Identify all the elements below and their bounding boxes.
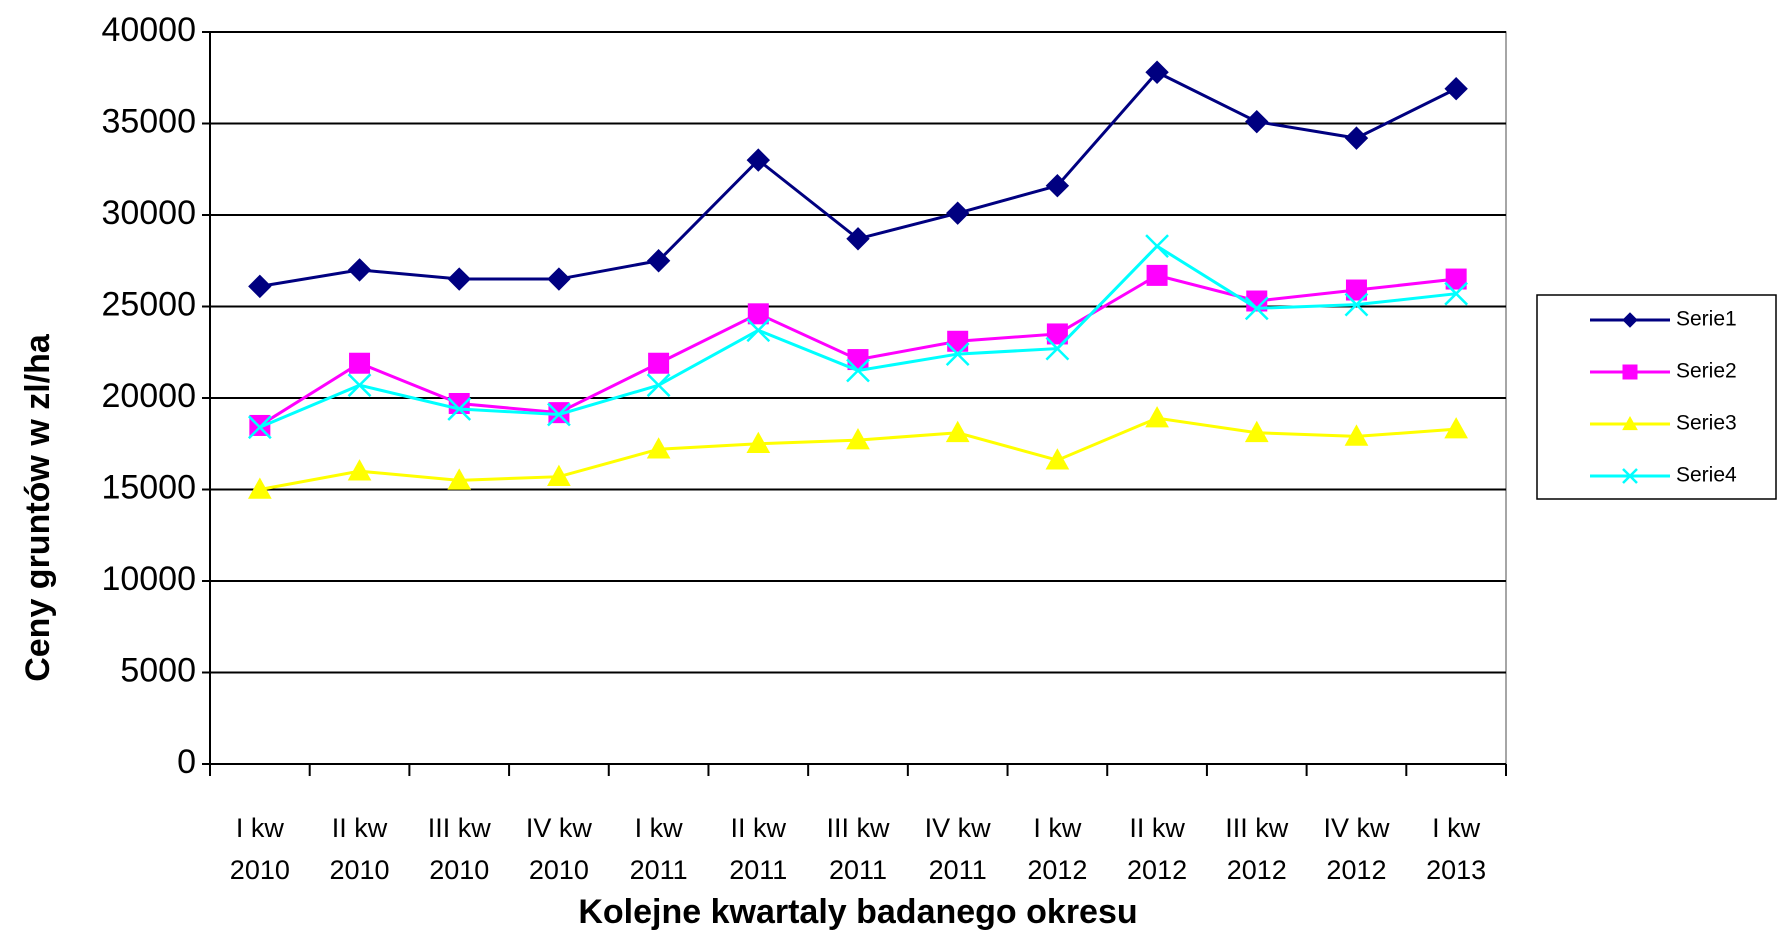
legend-label: Serie4 [1676, 464, 1737, 487]
marker [1345, 279, 1367, 301]
marker [547, 402, 571, 427]
marker [746, 148, 771, 172]
marker [945, 420, 970, 443]
marker [247, 477, 272, 499]
marker [547, 464, 571, 486]
marker [347, 373, 372, 398]
series-line [259, 70, 1457, 288]
y-tick-label: 25000 [101, 285, 196, 323]
marker [1344, 292, 1369, 317]
legend-marker [1622, 415, 1638, 431]
y-tick-label: 15000 [101, 468, 196, 506]
y-tick-label: 20000 [101, 377, 196, 415]
x-tick-label: II kw 2011 [729, 813, 787, 885]
marker [1145, 406, 1169, 428]
legend-label: Serie1 [1676, 308, 1737, 331]
x-tick-label: III kw 2011 [826, 813, 890, 885]
legend-marker [1622, 364, 1638, 380]
marker [1344, 424, 1369, 446]
marker [1245, 109, 1269, 134]
x-tick-label: I kw 2013 [1426, 813, 1486, 885]
marker [648, 352, 670, 374]
marker [747, 303, 769, 325]
marker [1444, 281, 1469, 306]
x-tick-label: II kw 2010 [329, 813, 389, 885]
marker [846, 227, 870, 251]
x-tick-label: IV kw 2012 [1323, 813, 1390, 885]
marker [1244, 420, 1269, 443]
series-line [259, 244, 1457, 429]
y-tick-label: 10000 [101, 560, 196, 598]
marker [1145, 60, 1169, 84]
marker [945, 201, 970, 225]
marker [1445, 268, 1467, 290]
y-axis-title: Ceny gruntów w zl/ha [19, 333, 57, 682]
marker [447, 397, 472, 421]
marker [447, 267, 471, 291]
x-tick-label: IV kw 2011 [925, 813, 992, 885]
marker [247, 415, 272, 440]
marker [947, 330, 969, 352]
x-tick-label: III kw 2012 [1225, 813, 1289, 885]
legend-marker [1622, 312, 1638, 328]
marker [1045, 448, 1070, 470]
marker [846, 428, 870, 450]
marker [1046, 323, 1068, 345]
y-tick-label: 35000 [101, 102, 196, 140]
marker [1344, 126, 1369, 150]
legend-label: Serie3 [1676, 412, 1737, 435]
x-tick-label: II kw 2012 [1127, 813, 1187, 885]
marker [646, 373, 671, 398]
x-axis-title: Kolejne kwartaly badanego okresu [578, 893, 1137, 931]
y-tick-label: 0 [177, 743, 196, 781]
marker [746, 431, 771, 454]
x-tick-label: III kw 2010 [428, 813, 492, 885]
x-tick-label: I kw 2012 [1027, 813, 1087, 885]
x-tick-label: I kw 2011 [630, 813, 688, 885]
marker [1146, 264, 1168, 286]
marker [1444, 77, 1468, 101]
marker [1244, 296, 1269, 321]
marker [1444, 417, 1469, 439]
legend-box [1536, 294, 1777, 500]
marker [646, 437, 671, 459]
marker [1045, 174, 1070, 198]
marker [746, 318, 771, 343]
legend-label: Serie2 [1676, 360, 1737, 383]
marker [1145, 234, 1169, 258]
marker [248, 274, 272, 299]
marker [547, 267, 571, 291]
y-tick-label: 5000 [120, 651, 196, 689]
marker [447, 468, 472, 490]
marker [846, 358, 870, 383]
y-tick-label: 30000 [101, 194, 196, 232]
y-tick-label: 40000 [101, 11, 196, 49]
marker [249, 414, 271, 436]
marker [1045, 336, 1070, 361]
x-tick-label: I kw 2010 [230, 813, 290, 885]
marker [347, 459, 372, 481]
marker [646, 249, 671, 273]
marker [349, 352, 371, 374]
marker [347, 258, 372, 282]
legend-marker [1622, 468, 1638, 484]
x-tick-label: IV kw 2010 [526, 813, 593, 885]
marker [945, 342, 970, 366]
